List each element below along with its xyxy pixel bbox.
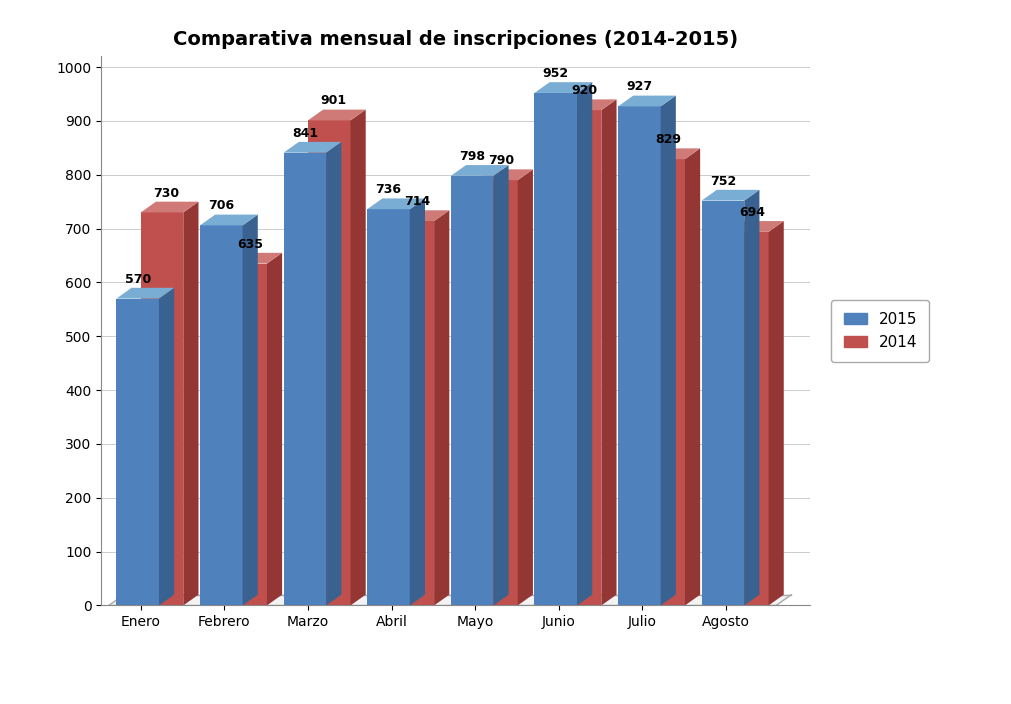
Text: 927: 927 xyxy=(626,80,652,94)
Text: 730: 730 xyxy=(154,187,179,199)
Text: 841: 841 xyxy=(291,127,317,140)
Text: 829: 829 xyxy=(654,133,680,146)
Polygon shape xyxy=(601,99,616,605)
Text: 694: 694 xyxy=(738,206,764,219)
Bar xyxy=(367,209,409,605)
Title: Comparativa mensual de inscripciones (2014-2015): Comparativa mensual de inscripciones (20… xyxy=(173,30,737,49)
Legend: 2015, 2014: 2015, 2014 xyxy=(831,300,928,362)
Text: 790: 790 xyxy=(487,154,514,168)
Polygon shape xyxy=(475,170,533,180)
Polygon shape xyxy=(450,165,509,176)
Polygon shape xyxy=(660,96,675,605)
Polygon shape xyxy=(684,149,700,605)
Polygon shape xyxy=(224,253,282,263)
Polygon shape xyxy=(350,110,365,605)
Bar xyxy=(283,153,326,605)
Bar xyxy=(558,110,601,605)
Polygon shape xyxy=(493,165,509,605)
Polygon shape xyxy=(434,210,449,605)
Bar xyxy=(307,120,350,605)
Polygon shape xyxy=(243,215,258,605)
Bar xyxy=(141,213,183,605)
Polygon shape xyxy=(391,210,449,221)
Polygon shape xyxy=(743,190,758,605)
Polygon shape xyxy=(141,201,198,213)
Polygon shape xyxy=(200,215,258,225)
Polygon shape xyxy=(642,149,700,159)
Bar xyxy=(450,176,493,605)
Bar xyxy=(224,263,267,605)
Text: 736: 736 xyxy=(375,183,401,196)
Polygon shape xyxy=(534,82,591,93)
Bar xyxy=(701,201,743,605)
Polygon shape xyxy=(307,110,365,120)
Polygon shape xyxy=(558,99,616,110)
Polygon shape xyxy=(576,82,591,605)
Text: 635: 635 xyxy=(237,238,263,251)
Text: 570: 570 xyxy=(124,272,151,286)
Bar xyxy=(475,180,518,605)
Text: 920: 920 xyxy=(571,84,598,97)
Polygon shape xyxy=(725,221,783,232)
Bar xyxy=(618,106,660,605)
Polygon shape xyxy=(267,253,282,605)
Text: 714: 714 xyxy=(403,195,430,208)
Polygon shape xyxy=(159,288,174,605)
Polygon shape xyxy=(326,142,341,605)
Polygon shape xyxy=(183,201,198,605)
Polygon shape xyxy=(367,199,425,209)
Polygon shape xyxy=(409,199,425,605)
Text: 952: 952 xyxy=(542,67,568,80)
Polygon shape xyxy=(109,595,791,605)
Polygon shape xyxy=(283,142,341,153)
Text: 798: 798 xyxy=(459,150,484,163)
Text: 752: 752 xyxy=(709,175,735,188)
Bar xyxy=(391,221,434,605)
Polygon shape xyxy=(618,96,675,106)
Bar xyxy=(534,93,576,605)
Bar xyxy=(725,232,767,605)
Polygon shape xyxy=(701,190,758,201)
Bar xyxy=(200,225,243,605)
Bar xyxy=(642,159,684,605)
Polygon shape xyxy=(116,288,174,298)
Bar xyxy=(116,298,159,605)
Polygon shape xyxy=(767,221,783,605)
Text: 901: 901 xyxy=(320,94,347,108)
Polygon shape xyxy=(518,170,533,605)
Text: 706: 706 xyxy=(208,199,235,213)
